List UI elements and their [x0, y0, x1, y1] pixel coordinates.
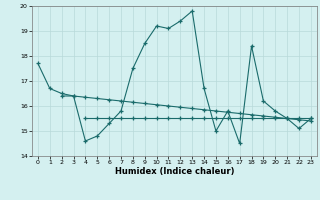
X-axis label: Humidex (Indice chaleur): Humidex (Indice chaleur): [115, 167, 234, 176]
